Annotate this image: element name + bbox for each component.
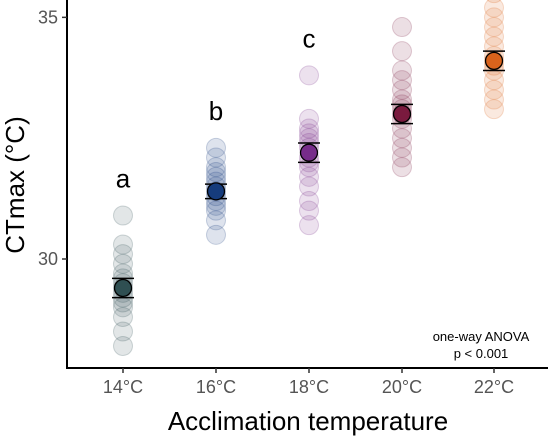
- data-point: [206, 157, 226, 178]
- mean-point: [206, 182, 226, 201]
- group-letters: abcde: [116, 0, 409, 194]
- data-point: [206, 210, 226, 231]
- data-point: [484, 17, 504, 38]
- data-point: [484, 26, 504, 47]
- x-tick-label: 18°C: [289, 377, 329, 397]
- y-axis-title: CTmax (°C): [0, 116, 30, 254]
- data-point: [206, 137, 226, 158]
- x-tick-label: 20°C: [382, 377, 422, 397]
- data-point: [206, 147, 226, 168]
- data-point: [299, 108, 319, 129]
- y-tick-label: 35: [38, 7, 58, 27]
- data-point: [392, 60, 412, 81]
- data-point: [392, 128, 412, 149]
- data-point: [484, 0, 504, 18]
- group-letter: a: [116, 164, 131, 194]
- x-tick-label: 14°C: [103, 377, 143, 397]
- data-point: [392, 41, 412, 62]
- data-point: [206, 162, 226, 183]
- data-point: [484, 99, 504, 120]
- data-point: [299, 200, 319, 221]
- data-point: [484, 79, 504, 100]
- data-point: [486, 0, 502, 4]
- group-letter: d: [395, 0, 409, 5]
- x-tick-label: 16°C: [196, 377, 236, 397]
- mean-point: [113, 278, 133, 298]
- group-letter: b: [209, 96, 223, 126]
- data-point: [392, 70, 412, 91]
- x-axis-title: Acclimation temperature: [168, 406, 448, 436]
- data-point: [299, 176, 319, 197]
- data-point: [113, 321, 133, 342]
- data-point: [392, 157, 412, 178]
- data-point: [206, 224, 226, 245]
- anova-label: one-way ANOVA: [433, 329, 530, 344]
- y-tick-label: 30: [38, 249, 58, 269]
- data-point: [113, 306, 133, 327]
- mean-point: [392, 104, 412, 124]
- data-point: [299, 166, 319, 187]
- data-point: [299, 191, 319, 212]
- data-point: [299, 65, 319, 86]
- axes-layer: [66, 0, 548, 369]
- data-point: [484, 89, 504, 110]
- data-point: [299, 215, 319, 236]
- data-point: [206, 200, 226, 221]
- mean-point: [299, 143, 319, 162]
- data-point: [299, 118, 319, 139]
- means-layer: [112, 50, 505, 299]
- data-point: [113, 335, 133, 356]
- data-point: [392, 137, 412, 158]
- data-point: [484, 7, 504, 28]
- y-ticks: 303540: [38, 7, 67, 269]
- mean-point: [484, 51, 504, 70]
- data-point: [113, 205, 133, 226]
- x-tick-label: 22°C: [474, 377, 514, 397]
- data-point: [113, 244, 133, 265]
- data-point: [392, 17, 412, 38]
- p-value-label: p < 0.001: [454, 346, 509, 361]
- x-ticks: 14°C 16°C 18°C 20°C 22°C: [103, 368, 514, 397]
- data-point: [113, 234, 133, 255]
- data-point: [392, 79, 412, 100]
- data-point: [113, 253, 133, 274]
- data-point: [392, 147, 412, 168]
- group-letter: c: [303, 23, 316, 53]
